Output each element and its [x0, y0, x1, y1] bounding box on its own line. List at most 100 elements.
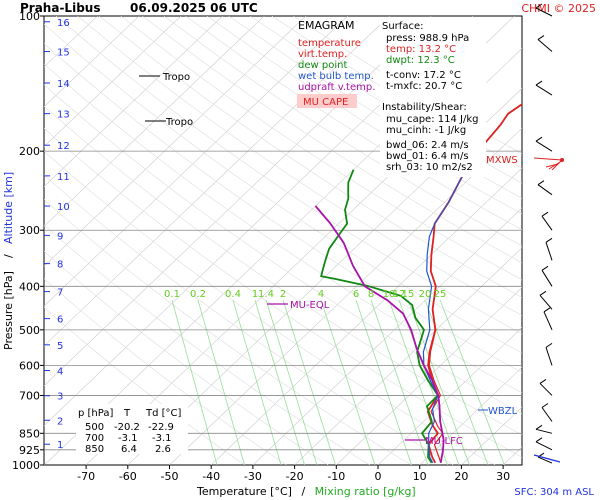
wind-barb-feather [545, 342, 553, 348]
table-r2-p: 850 [85, 444, 104, 455]
isotherm-line [44, 16, 307, 267]
tropo-label-2: Tropo [165, 117, 193, 128]
temperature-tick-label: 0 [375, 470, 382, 483]
wind-barb [535, 140, 553, 152]
mixing-ratio-label: 6 [353, 289, 359, 300]
wind-barb-feather [535, 437, 543, 443]
table-r0-td: -22.9 [148, 422, 174, 433]
legend: EMAGRAM temperature virt.temp. dew point… [297, 19, 375, 108]
mixing-ratio-line [265, 299, 318, 465]
altitude-tick-label: 7 [57, 288, 63, 299]
wind-barb [535, 7, 553, 17]
isotherm-line [294, 247, 522, 465]
mu-eql-marker: MU-EQL [267, 300, 330, 311]
table-r1-p: 700 [85, 433, 104, 444]
altitude-tick-label: 4 [57, 367, 63, 378]
mxws-hodo [533, 157, 564, 171]
temperature-tick-label: -20 [286, 470, 304, 483]
instability-bwd06: bwd_06: 2.4 m/s [386, 140, 469, 151]
wind-barb [535, 441, 553, 451]
info-panel: Surface: press: 988.9 hPa temp: 13.2 °C … [380, 17, 486, 177]
tropo-marker-1: Tropo [139, 72, 190, 83]
legend-virt-temp: virt.temp. [298, 49, 347, 60]
isotherm-line [210, 167, 522, 465]
mixing-ratio-label: 20 [419, 289, 432, 300]
mixing-ratio-label: 4 [318, 289, 324, 300]
updraft-line [314, 205, 445, 463]
wind-barb-feather [537, 35, 545, 40]
mixing-ratio-label: 15 [402, 289, 415, 300]
x-axis-label: Temperature [°C] / Mixing ratio [g/kg] [196, 485, 416, 498]
mu-lfc-label: MU-LFC [425, 436, 463, 447]
mixing-ratio-line [171, 299, 218, 465]
wind-barb-feather [535, 424, 543, 430]
wind-barb-feather [545, 237, 553, 243]
temperature-tick-label: 30 [496, 470, 510, 483]
dry-adiabat-line [44, 84, 522, 414]
mixing-ratio-label: 2 [280, 289, 286, 300]
mixing-ratio-label: 12 [393, 289, 406, 300]
surface-press: press: 988.9 hPa [386, 33, 469, 44]
pressure-ticks: 100 200 300 400 500 600 700 850 925 1000 [12, 10, 44, 472]
altitude-tick-label: 9 [57, 231, 63, 242]
wind-barb [539, 294, 553, 310]
mu-cape-badge-label: MU CAPE [303, 97, 348, 108]
isotherm-line [587, 16, 600, 465]
table-r1-t: -3.1 [118, 433, 138, 444]
pressure-tick-label: 300 [19, 224, 40, 237]
surface-tconv: t-conv: 17.2 °C [386, 70, 461, 81]
instability-srh03: srh_03: 10 m2/s2 [386, 162, 473, 173]
table-header-td: Td [°C] [145, 408, 182, 419]
wind-barb [539, 383, 553, 396]
wind-barb-feather [539, 379, 547, 384]
wind-barb-feather [541, 403, 549, 408]
instability-title: Instability/Shear: [382, 102, 467, 113]
isotherm-line [44, 16, 390, 347]
altitude-tick-label: 3 [57, 392, 63, 403]
wind-barb-feather [537, 180, 545, 186]
isotherm-line [44, 16, 182, 148]
dry-adiabat-line [56, 16, 522, 335]
tropo-label-1: Tropo [162, 72, 190, 83]
isotherm-line [127, 87, 522, 465]
table-r2-t: 6.4 [121, 444, 137, 455]
wind-barb [545, 242, 553, 261]
altitude-tick-label: 12 [57, 141, 70, 152]
isotherm-line [44, 16, 140, 108]
wind-barb-feather [541, 211, 549, 217]
isotherm-line [336, 287, 522, 465]
isotherm-line [44, 16, 265, 227]
wind-barb [537, 184, 553, 196]
wind-barb [535, 428, 553, 434]
mxws-dot [560, 158, 564, 162]
isotherm-line [44, 16, 223, 187]
altitude-tick-label: 8 [57, 260, 63, 271]
temperature-ticks: -70 -60 -50 -40 -30 -20 -10 0 10 20 30 [77, 465, 510, 483]
wind-barb-feather [543, 307, 551, 313]
temperature-tick-label: -40 [202, 470, 220, 483]
dry-adiabat-line [44, 43, 522, 374]
altitude-tick-label: 2 [57, 416, 63, 427]
table-header-p: p [hPa] [78, 408, 113, 419]
wet-bulb-line [422, 145, 483, 464]
x-axis-label-temp: Temperature [°C] [196, 485, 292, 498]
mixing-ratio-label: 0.4 [225, 289, 241, 300]
dry-adiabat-line [163, 16, 522, 247]
altitude-tick-label: 1 [57, 440, 63, 451]
profile-series [314, 103, 522, 464]
legend-updraft: udpraft v.temp. [298, 82, 375, 93]
tropo-marker-2: Tropo [145, 117, 193, 128]
altitude-tick-label: 10 [57, 202, 70, 213]
temperature-tick-label: -70 [77, 470, 95, 483]
mixing-ratio-line [197, 299, 245, 465]
temperature-tick-label: -60 [119, 470, 137, 483]
dry-adiabat-line [120, 16, 522, 281]
wind-barb [545, 347, 553, 366]
altitude-tick-label: 5 [57, 341, 63, 352]
pressure-tick-label: 600 [19, 359, 40, 372]
y-axis-label-altitude: Altitude [km] [2, 172, 15, 244]
wind-barb-feather [535, 136, 543, 142]
